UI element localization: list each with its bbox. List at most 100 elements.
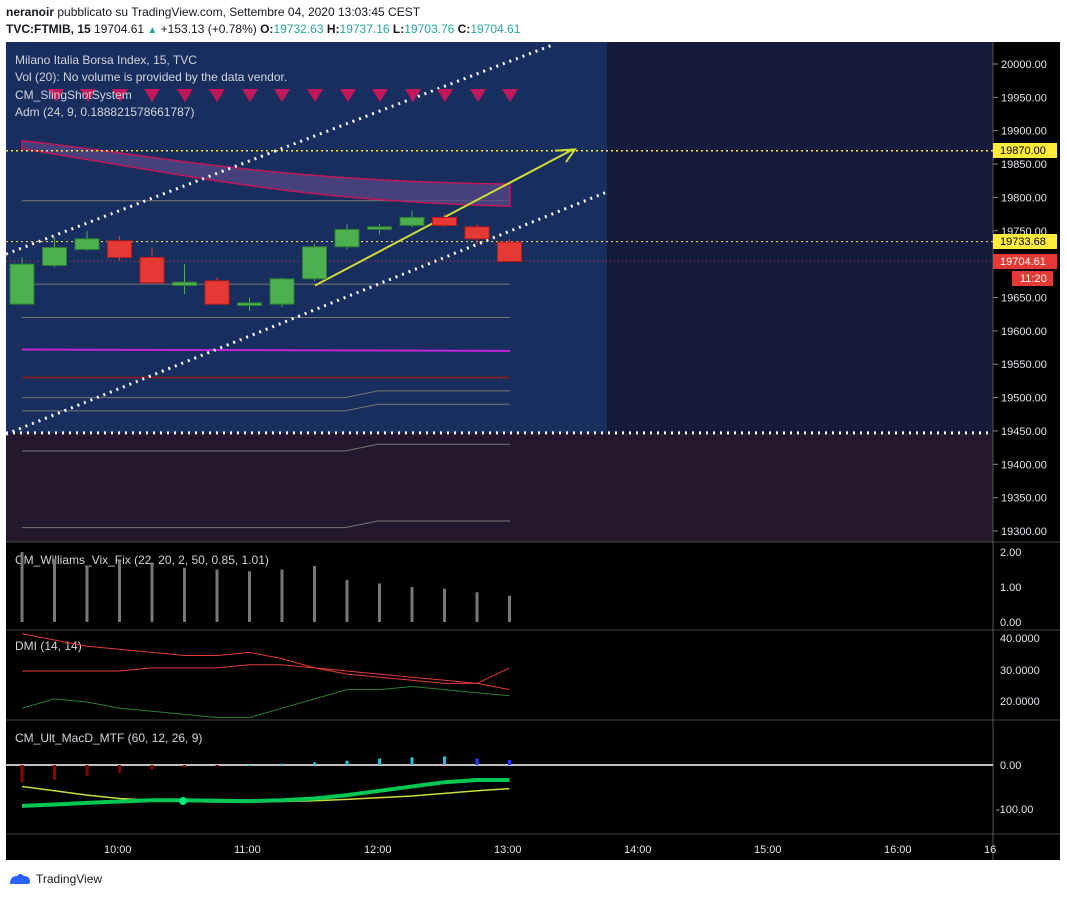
price-tick-label: 19350.00: [1001, 493, 1047, 505]
macd-hist-bar: [118, 765, 121, 773]
vix-bar: [53, 559, 56, 622]
vix-bar: [20, 552, 24, 622]
vix-bar: [150, 562, 154, 622]
cross-dot: [179, 797, 187, 805]
macd-line: [21, 778, 510, 808]
macd-hist-bar: [378, 758, 381, 765]
macd-hist-bar: [20, 765, 24, 783]
time-tick: 16: [984, 844, 996, 856]
band-line: [22, 403, 510, 412]
vix-bar: [248, 571, 251, 622]
price-ticks: 20000.00 19950.00 19900.00 19850.00 19800.00…: [993, 59, 1047, 538]
sell-triangle-icon: [242, 89, 258, 102]
price-tick-label: 20000.00: [1001, 59, 1047, 71]
open-value: 19732.63: [273, 22, 324, 36]
macd-hist-bar: [53, 765, 56, 781]
sell-triangle-icon: [80, 89, 96, 102]
level-tag-text: 19870.00: [1000, 145, 1046, 157]
sell-triangle-icon: [372, 89, 388, 102]
vix-bar: [475, 592, 479, 622]
dmi-minus-line: [22, 664, 510, 691]
footer-brand[interactable]: TradingView: [8, 872, 102, 886]
low-value: 19703.76: [404, 22, 455, 36]
macd-hist-bar: [410, 757, 414, 765]
macd-hist-bar: [443, 756, 446, 765]
macd-hist-bar: [508, 759, 511, 765]
macd-hist-bar: [248, 765, 251, 766]
price-tick-label: 19800.00: [1001, 192, 1047, 204]
dmi-tick: 40.0000: [1000, 633, 1040, 645]
study-slingshot: CM_SlingShotSystem: [15, 88, 132, 102]
candle-body: [432, 216, 457, 226]
vix-bar: [183, 567, 186, 622]
adx-line: [21, 633, 510, 684]
band-line: [22, 520, 510, 529]
lower-zone-bg: [6, 433, 993, 542]
macd-hist-bar: [313, 762, 316, 765]
time-tick: 14:00: [624, 844, 652, 856]
price-tick-label: 19400.00: [1001, 459, 1047, 471]
vix-bar: [443, 588, 446, 622]
sub-pane-series: [6, 552, 993, 808]
macd-title: CM_Ult_MacD_MTF (60, 12, 26, 9): [15, 731, 202, 745]
macd-hist-bar: [345, 760, 349, 765]
dmi-tick: 30.0000: [1000, 665, 1040, 677]
candle-body: [464, 226, 490, 240]
last-tag: [993, 254, 1057, 269]
channel-lower: [5, 191, 606, 436]
macd-pane-bg: [6, 720, 993, 834]
sell-triangle-icon: [437, 89, 453, 102]
publish-info: neranoir pubblicato su TradingView.com, …: [6, 5, 420, 19]
countdown-text: 11:20: [1020, 273, 1047, 285]
sell-triangle-icon: [340, 89, 356, 102]
band-line: [22, 390, 510, 399]
countdown-tag: [1012, 271, 1053, 286]
mid-tag-text: 19733.68: [1000, 236, 1046, 248]
band-line: [22, 443, 510, 452]
price-tick-label: 19550.00: [1001, 359, 1047, 371]
last-price: 19704.61: [94, 22, 145, 36]
dmi-pane-bg: [6, 630, 993, 720]
magenta-line: [21, 348, 511, 352]
candles: [9, 210, 522, 311]
low-label: L:: [392, 22, 405, 36]
time-tick: 15:00: [754, 844, 782, 856]
dmi-title: DMI (14, 14): [15, 639, 82, 653]
price-tick-label: 19300.00: [1001, 526, 1047, 538]
candle-body: [42, 246, 67, 266]
macd-tick: -100.00: [996, 804, 1033, 816]
symbol-label: TVC:FTMIB, 15: [6, 22, 91, 36]
sell-triangle-icon: [48, 89, 64, 102]
sell-triangle-icon: [209, 89, 225, 102]
price-tick-label: 19450.00: [1001, 426, 1047, 438]
author-name: neranoir: [6, 5, 55, 19]
macd-hist-bar: [215, 765, 219, 766]
main-pane-title: Milano Italia Borsa Index, 15, TVC: [15, 53, 197, 67]
macd-tick: 0.00: [1000, 760, 1021, 772]
sell-triangle-icon: [144, 89, 160, 102]
williams-tick: 2.00: [1000, 547, 1021, 559]
candle-body: [107, 240, 132, 258]
ohlc-line: TVC:FTMIB, 15 19704.61 ▲ +153.13 (+0.78%…: [6, 22, 520, 36]
close-label: C:: [457, 22, 471, 36]
change-value: +153.13 (+0.78%): [160, 22, 257, 36]
cloud-band: [21, 139, 511, 207]
macd-hist-bar: [85, 765, 89, 776]
dmi-tick: 20.0000: [1000, 696, 1040, 708]
open-label: O:: [260, 22, 274, 36]
level-tag: [993, 143, 1057, 158]
candle-body: [9, 263, 35, 305]
vix-bar: [85, 566, 89, 622]
vix-bar: [280, 569, 284, 622]
sell-triangle-icon: [177, 89, 193, 102]
macd-hist-bar: [475, 758, 479, 765]
up-triangle-icon: ▲: [147, 25, 158, 36]
vix-bar: [215, 569, 219, 622]
price-tick-label: 19600.00: [1001, 326, 1047, 338]
price-tick-label: 19950.00: [1001, 92, 1047, 104]
vix-bar: [508, 595, 511, 622]
study-adm: Adm (24, 9, 0.188821578661787): [15, 105, 194, 119]
brand-name: TradingView: [36, 872, 103, 886]
candle-body: [237, 302, 262, 307]
